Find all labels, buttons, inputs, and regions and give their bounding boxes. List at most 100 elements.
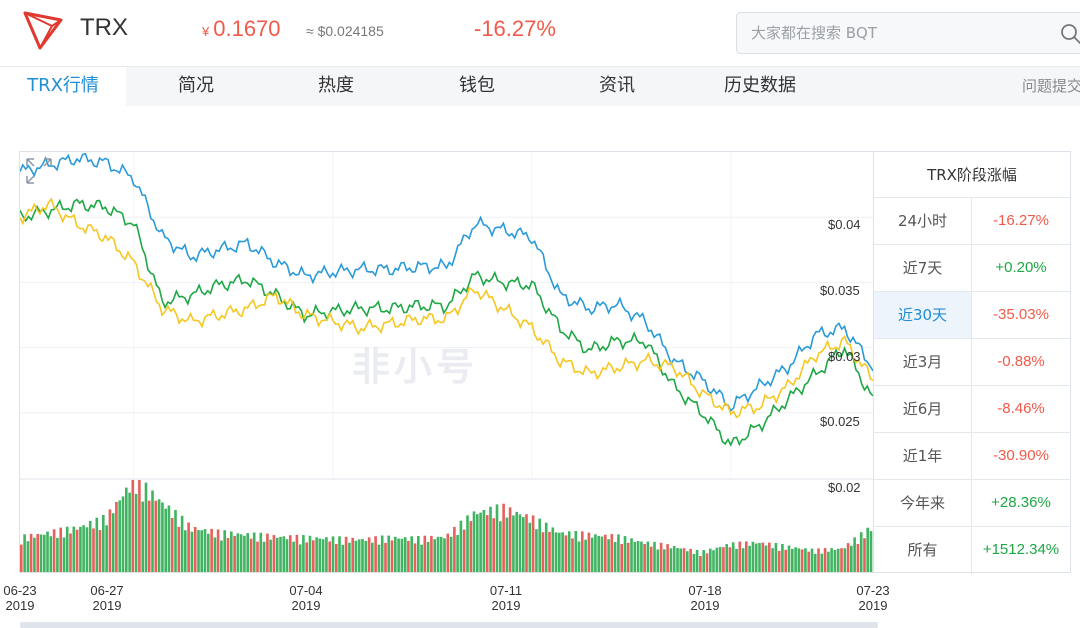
volume-bar [331, 536, 335, 572]
volume-bar [20, 544, 23, 572]
period-value: -8.46% [997, 400, 1045, 417]
period-label: 24小时 [874, 198, 972, 244]
search-input[interactable] [751, 22, 1041, 44]
volume-bar [587, 532, 591, 572]
volume-bar [131, 480, 135, 572]
volume-bar [341, 544, 345, 572]
volume-bar [220, 540, 223, 572]
volume-bar [754, 543, 758, 572]
search-icon[interactable] [1059, 22, 1080, 46]
volume-bar [92, 528, 95, 572]
period-row[interactable]: 近6月 -8.46% [874, 386, 1070, 433]
volume-bar [125, 487, 128, 572]
volume-bar [98, 530, 102, 572]
volume-bar [571, 538, 574, 572]
volume-bar [781, 544, 784, 572]
x-tick-label: 06-23 2019 [0, 583, 50, 613]
volume-bar [26, 541, 30, 572]
volume-bar [633, 542, 637, 572]
volume-bar [623, 536, 627, 572]
period-row[interactable]: 24小时 -16.27% [874, 198, 1070, 245]
volume-bar [174, 510, 177, 572]
volume-bar [305, 542, 309, 572]
feedback-link[interactable]: 问题提交 [1022, 77, 1080, 95]
volume-bar [479, 512, 482, 572]
volume-bar [213, 537, 217, 572]
expand-icon[interactable] [24, 156, 54, 186]
tab-history[interactable]: 历史数据 [724, 75, 796, 96]
volume-bar [836, 548, 840, 572]
volume-bar [502, 503, 505, 572]
x-tick-label: 07-23 2019 [843, 583, 903, 613]
volume-bar [161, 502, 164, 572]
volume-bar [95, 517, 99, 572]
volume-bar [594, 534, 597, 572]
volume-bar [79, 526, 82, 572]
volume-bar [49, 536, 53, 572]
volume-bar [735, 548, 738, 572]
period-row[interactable]: 近30天 -35.03% [874, 292, 1070, 339]
volume-bar [725, 544, 729, 572]
volume-bar [39, 534, 43, 572]
period-row[interactable]: 今年来 +28.36% [874, 480, 1070, 527]
volume-bar [426, 541, 430, 572]
volume-bar [394, 536, 397, 572]
period-value: -16.27% [993, 212, 1049, 229]
volume-bar [410, 536, 414, 572]
volume-bar [820, 553, 824, 572]
tab-wallet[interactable]: 钱包 [459, 75, 495, 96]
volume-bar [167, 505, 171, 572]
volume-bar [850, 545, 853, 572]
volume-bar [344, 536, 348, 572]
price-chart[interactable] [19, 151, 874, 573]
volume-bar [869, 531, 873, 572]
volume-bar [266, 533, 269, 572]
price-change-24h: -16.27% [474, 16, 556, 41]
volume-bar [800, 549, 804, 572]
price-series-line [20, 197, 874, 419]
tab-popularity[interactable]: 热度 [318, 75, 354, 96]
volume-bar [482, 510, 486, 572]
period-row[interactable]: 所有 +1512.34% [874, 527, 1070, 574]
volume-bar [292, 541, 295, 572]
volume-bar [180, 515, 184, 572]
volume-bar [636, 541, 640, 572]
y-tick-label: $0.04 [828, 217, 861, 232]
volume-bar [23, 534, 26, 572]
volume-bar [256, 541, 259, 572]
x-tick-year: 2019 [291, 598, 321, 613]
volume-bar [476, 514, 479, 572]
volume-bar [846, 543, 850, 572]
volume-bar [187, 522, 190, 572]
period-row[interactable]: 近7天 +0.20% [874, 245, 1070, 292]
volume-bar [216, 529, 220, 572]
tab-overview[interactable]: 简况 [178, 75, 214, 96]
chart-range-scrollbar[interactable] [20, 622, 878, 628]
volume-bar [709, 548, 712, 572]
volume-bar [384, 542, 387, 572]
volume-bar [72, 526, 76, 572]
volume-bar [177, 526, 181, 572]
volume-bar [380, 535, 384, 572]
volume-bar [29, 533, 33, 572]
volume-bar [82, 525, 85, 572]
volume-bar [646, 541, 650, 572]
currency-symbol: ¥ [202, 24, 210, 39]
volume-bar [640, 541, 643, 572]
tab-market[interactable]: TRX行情 [0, 67, 126, 107]
period-row[interactable]: 近3月 -0.88% [874, 339, 1070, 386]
volume-bar [239, 534, 243, 572]
volume-bar [653, 541, 656, 572]
price-usd: ≈ $0.024185 [306, 23, 384, 39]
volume-bar [495, 504, 499, 572]
tab-news[interactable]: 资讯 [599, 75, 635, 96]
volume-bar [144, 482, 148, 572]
volume-bar [597, 535, 601, 572]
volume-bar [413, 543, 417, 572]
period-row[interactable]: 近1年 -30.90% [874, 433, 1070, 480]
volume-bar [682, 548, 686, 572]
volume-bar [728, 547, 732, 572]
x-tick-year: 2019 [690, 598, 720, 613]
price-cny: ¥0.1670 [202, 16, 281, 42]
x-tick-year: 2019 [5, 598, 35, 613]
